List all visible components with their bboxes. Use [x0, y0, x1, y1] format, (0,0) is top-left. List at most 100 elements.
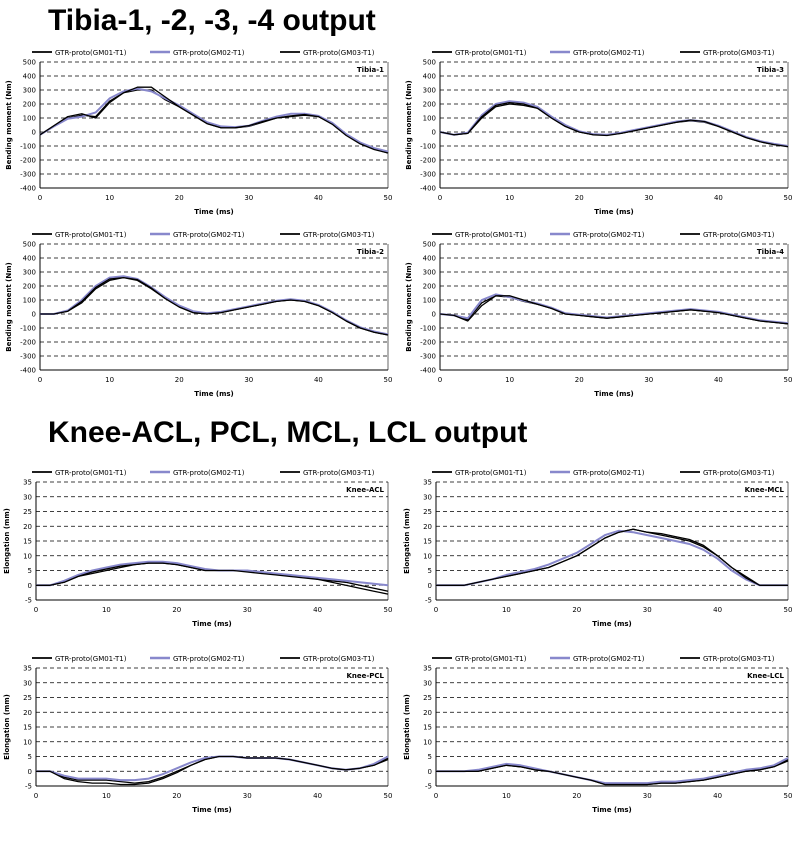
panel-label: Tibia-1 [357, 66, 384, 74]
y-tick-label: 500 [23, 59, 36, 67]
x-tick-label: 0 [34, 606, 38, 614]
legend-label-3: GTR-proto(GM03-T1) [703, 469, 775, 477]
chart-tibia-3: GTR-proto(GM01-T1) GTR-proto(GM02-T1) GTR-… [405, 49, 793, 216]
y-tick-label: -400 [20, 367, 36, 375]
chart-knee-pcl: GTR-proto(GM01-T1) GTR-proto(GM02-T1) GTR-… [3, 655, 392, 814]
y-tick-label: 20 [23, 709, 32, 717]
y-axis-label: Bending moment (Nm) [5, 80, 13, 169]
y-tick-label: 15 [423, 538, 432, 546]
x-tick-label: 40 [713, 792, 722, 800]
x-tick-label: 10 [502, 606, 511, 614]
y-tick-label: 35 [423, 665, 432, 673]
chart-knee-mcl: GTR-proto(GM01-T1) GTR-proto(GM02-T1) GTR-… [403, 469, 793, 628]
x-tick-label: 50 [384, 376, 393, 384]
y-tick-label: 30 [423, 679, 432, 687]
legend-label-2: GTR-proto(GM02-T1) [173, 49, 245, 57]
y-tick-label: 5 [428, 567, 432, 575]
y-tick-label: -5 [25, 783, 32, 791]
x-tick-label: 20 [172, 792, 181, 800]
series-line-2 [40, 275, 389, 336]
series-line-1 [39, 89, 389, 154]
y-tick-label: 0 [28, 582, 32, 590]
y-tick-label: 25 [423, 508, 432, 516]
y-tick-label: 10 [23, 552, 32, 560]
panel-label: Knee-PCL [346, 672, 384, 680]
y-tick-label: 25 [23, 694, 32, 702]
legend-label-3: GTR-proto(GM03-T1) [303, 49, 375, 57]
y-tick-label: 0 [432, 129, 436, 137]
y-tick-label: 20 [23, 523, 32, 531]
x-tick-label: 50 [784, 194, 793, 202]
chart-tibia-1: GTR-proto(GM01-T1) GTR-proto(GM02-T1) GTR-… [5, 49, 393, 216]
x-tick-label: 20 [175, 376, 184, 384]
x-tick-label: 40 [313, 606, 322, 614]
x-tick-label: 50 [784, 792, 793, 800]
x-tick-label: 40 [714, 376, 723, 384]
y-tick-label: 30 [23, 679, 32, 687]
legend-label-2: GTR-proto(GM02-T1) [573, 231, 645, 239]
y-tick-label: 400 [423, 255, 436, 263]
panel-label: Tibia-2 [357, 248, 384, 256]
x-tick-label: 50 [384, 606, 393, 614]
y-tick-label: -5 [425, 597, 432, 605]
x-tick-label: 10 [105, 194, 114, 202]
y-tick-label: -200 [420, 339, 436, 347]
y-tick-label: 500 [23, 241, 36, 249]
x-tick-label: 30 [643, 792, 652, 800]
panel-label: Knee-LCL [747, 672, 784, 680]
x-tick-label: 50 [784, 376, 793, 384]
x-tick-label: 0 [434, 792, 438, 800]
legend-label-1: GTR-proto(GM01-T1) [55, 655, 127, 663]
y-tick-label: 10 [23, 738, 32, 746]
series-line-3 [40, 276, 389, 336]
legend-label-3: GTR-proto(GM03-T1) [303, 231, 375, 239]
series-line-3 [439, 101, 789, 148]
legend-label-2: GTR-proto(GM02-T1) [173, 231, 245, 239]
y-tick-label: 100 [23, 115, 36, 123]
y-tick-label: 300 [423, 269, 436, 277]
x-tick-label: 0 [438, 194, 442, 202]
x-tick-label: 0 [38, 194, 42, 202]
x-axis-label: Time (ms) [594, 390, 634, 398]
x-tick-label: 10 [102, 792, 111, 800]
x-tick-label: 10 [505, 376, 514, 384]
y-tick-label: -400 [20, 185, 36, 193]
y-tick-label: -300 [420, 353, 436, 361]
y-tick-label: 15 [23, 724, 32, 732]
x-tick-label: 50 [784, 606, 793, 614]
x-tick-label: 50 [384, 194, 393, 202]
y-tick-label: 25 [23, 508, 32, 516]
series-line-1 [436, 528, 788, 586]
x-axis-label: Time (ms) [192, 620, 232, 628]
y-tick-label: 5 [428, 753, 432, 761]
x-tick-label: 30 [243, 606, 252, 614]
chart-knee-lcl: GTR-proto(GM01-T1) GTR-proto(GM02-T1) GTR-… [403, 655, 793, 814]
y-tick-label: 100 [23, 297, 36, 305]
x-tick-label: 0 [34, 792, 38, 800]
y-axis-label: Elongation (mm) [403, 694, 411, 760]
series-line-3 [36, 755, 389, 786]
y-tick-label: 100 [423, 297, 436, 305]
y-tick-label: 10 [423, 552, 432, 560]
y-tick-label: -200 [420, 157, 436, 165]
series-line-2 [436, 529, 788, 587]
x-tick-label: 10 [102, 606, 111, 614]
y-axis-label: Elongation (mm) [3, 508, 11, 574]
y-tick-label: -300 [20, 171, 36, 179]
series-line-2 [39, 87, 389, 153]
series-line-1 [439, 103, 789, 147]
y-axis-label: Bending moment (Nm) [5, 262, 13, 351]
x-tick-label: 40 [314, 194, 323, 202]
y-tick-label: -100 [20, 325, 36, 333]
y-tick-label: -300 [20, 353, 36, 361]
y-tick-label: 15 [423, 724, 432, 732]
y-tick-label: 0 [32, 311, 36, 319]
x-axis-label: Time (ms) [592, 620, 632, 628]
y-tick-label: 0 [32, 129, 36, 137]
x-tick-label: 20 [572, 606, 581, 614]
x-tick-label: 0 [438, 376, 442, 384]
series-line-2 [36, 560, 389, 587]
y-tick-label: -100 [20, 143, 36, 151]
y-tick-label: 20 [423, 709, 432, 717]
y-tick-label: -400 [420, 185, 436, 193]
